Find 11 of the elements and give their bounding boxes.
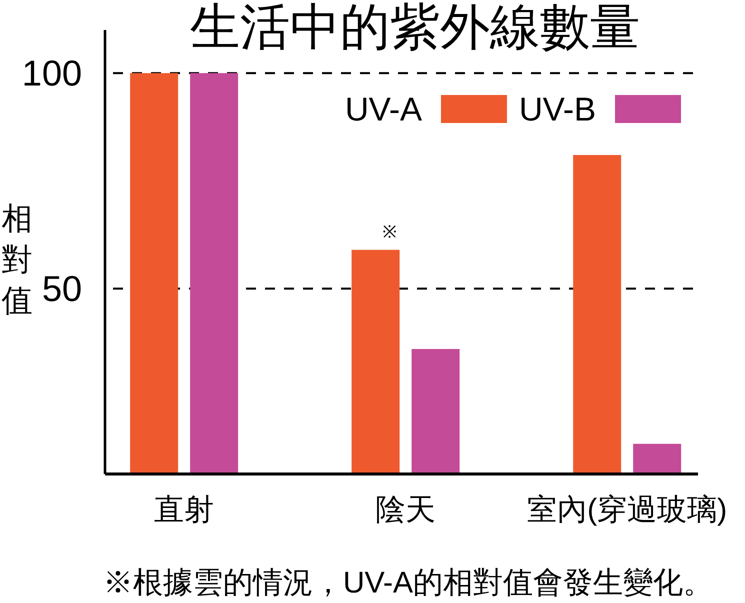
- xtick: 室內(穿過玻璃): [527, 494, 728, 526]
- annotation: ※: [382, 222, 397, 242]
- xtick: 直射: [154, 494, 214, 526]
- ytick: 50: [42, 268, 82, 310]
- title: 生活中的紫外線數量: [190, 0, 640, 55]
- note: ※根據雲的情況，UV-A的相對值會發生變化。: [102, 566, 714, 600]
- legend-label: UV-A: [344, 90, 422, 128]
- ytick: 100: [22, 52, 82, 94]
- ylabel: 相對值: [2, 200, 32, 318]
- legend-label: UV-B: [518, 90, 596, 128]
- xtick: 陰天: [376, 494, 436, 526]
